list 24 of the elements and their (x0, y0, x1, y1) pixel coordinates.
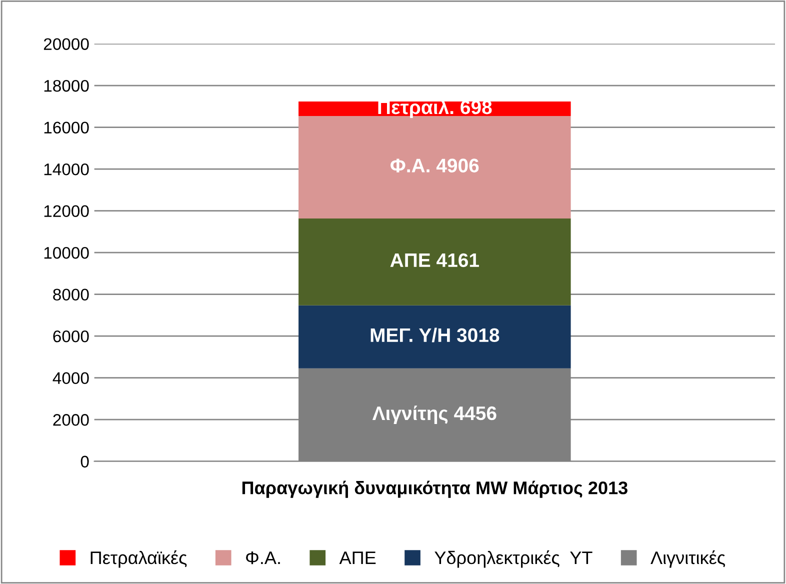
legend-label: ΑΠΕ (339, 552, 376, 564)
bar (298, 116, 571, 218)
y-tick-label: 8000 (53, 288, 89, 301)
data-label: ΑΠΕ 4161 (390, 253, 479, 268)
legend-label: Φ.Α. (246, 551, 280, 564)
data-label: ΜΕΓ. Υ/Η 3018 (370, 328, 500, 342)
y-tick-label: 10000 (44, 246, 89, 259)
bar (298, 218, 571, 306)
y-tick-label: 18000 (44, 80, 89, 92)
bar (298, 305, 571, 368)
y-tick-label: 0 (80, 456, 89, 468)
y-tick-label: 6000 (53, 330, 89, 342)
y-tick-label: 2000 (53, 414, 89, 426)
y-tick-label: 20000 (44, 38, 89, 50)
y-tick-label: 12000 (44, 205, 89, 218)
legend-label: Υδροηλεκτρικές ΥΤ (434, 550, 592, 568)
y-tick-label: 4000 (52, 372, 89, 384)
legend-label: Λιγνιτικές (650, 550, 726, 568)
y-tick-label: 16000 (44, 122, 89, 134)
y-tick-label: 14000 (44, 163, 89, 176)
x-tick-label: Παραγωγική δυναμικότητα MW Μάρτιος 2013 (242, 480, 628, 498)
data-label: Φ.Α. 4906 (390, 158, 479, 172)
legend-label: Πετραλαϊκές (90, 550, 187, 568)
data-label: Λιγνίτης 4456 (372, 406, 496, 424)
